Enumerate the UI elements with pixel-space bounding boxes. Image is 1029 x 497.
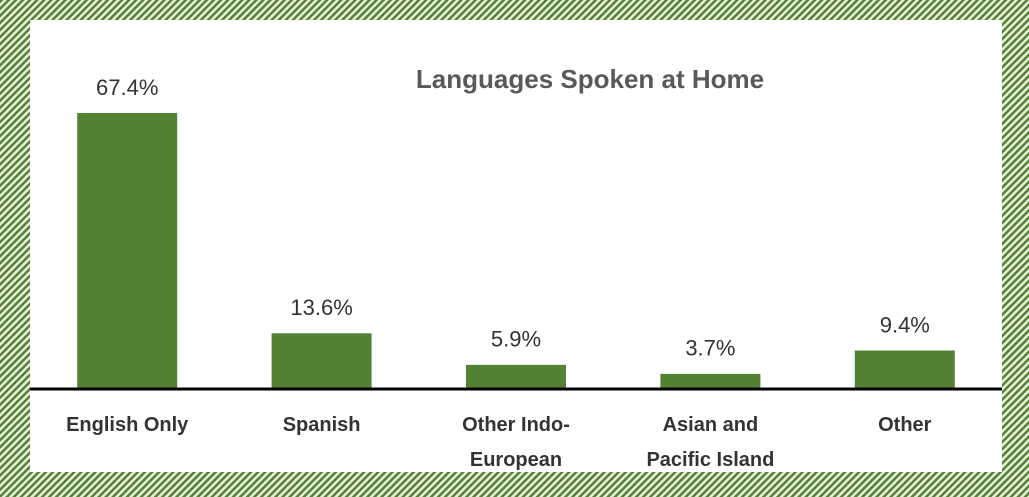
data-label: 67.4%	[96, 75, 158, 100]
bar	[854, 350, 955, 389]
x-tick-label: Other Indo- European	[462, 414, 570, 471]
data-label: 9.4%	[880, 312, 930, 337]
bar	[660, 373, 761, 389]
bar	[271, 333, 372, 389]
x-tick-label: Spanish	[282, 414, 361, 436]
data-label: 5.9%	[491, 327, 541, 352]
chart-title: Languages Spoken at Home	[416, 64, 764, 94]
x-tick-label: Asian and Pacific Island	[646, 414, 775, 471]
x-tick-label: English Only	[66, 414, 189, 436]
bar	[77, 113, 178, 389]
bar	[466, 364, 566, 389]
plot-area	[30, 20, 1002, 472]
data-label: 13.6%	[290, 295, 352, 320]
x-tick-label: Other	[878, 414, 932, 436]
data-label: 3.7%	[685, 336, 735, 361]
